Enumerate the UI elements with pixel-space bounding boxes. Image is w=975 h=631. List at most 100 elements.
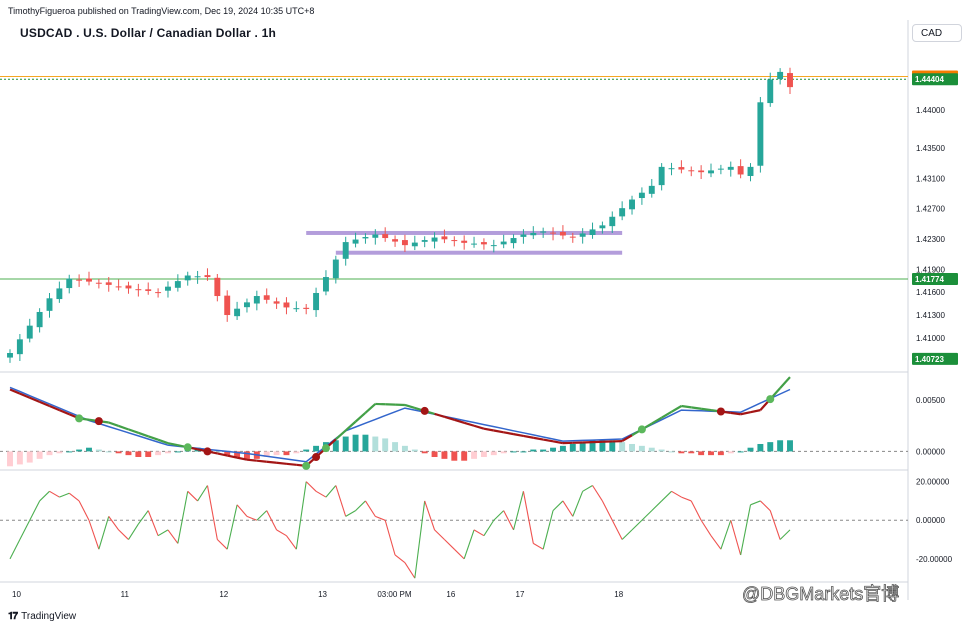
macd-histogram-bar	[283, 451, 290, 456]
macd-slow-segment	[49, 404, 60, 412]
oscillator-panel	[0, 481, 908, 579]
macd-histogram-bar	[698, 451, 705, 456]
macd-slow-segment	[750, 409, 761, 414]
osc-segment	[187, 490, 198, 502]
macd-slow-segment	[354, 411, 367, 423]
candle-body	[184, 275, 191, 281]
candle-body	[155, 292, 162, 294]
osc-segment	[601, 500, 613, 521]
macd-slow-segment	[621, 434, 633, 443]
osc-segment	[769, 510, 781, 540]
macd-cross-dot	[75, 414, 84, 423]
macd-fast-line	[9, 386, 791, 463]
price-badge-label: 1.40723	[915, 355, 944, 364]
macd-histogram-bar	[609, 440, 616, 452]
osc-segment	[592, 485, 603, 502]
time-tick-label: 11	[121, 590, 130, 599]
candle-body	[638, 192, 645, 199]
osc-segment	[305, 481, 317, 492]
candle-body	[510, 238, 517, 244]
candle-body	[145, 289, 152, 291]
osc-segment	[266, 510, 278, 531]
candle-body	[490, 245, 497, 247]
osc-segment	[375, 515, 386, 521]
candle-body	[648, 185, 655, 194]
candle-body	[303, 307, 310, 309]
candle-body	[451, 240, 458, 242]
osc-tick-label: -20.00000	[916, 555, 953, 564]
candle-body	[36, 311, 43, 328]
candle-body	[550, 232, 556, 234]
time-tick-label: 13	[318, 590, 327, 599]
macd-histogram-bar	[648, 447, 655, 452]
candle-body	[253, 296, 260, 304]
macd-slow-segment	[137, 431, 149, 438]
macd-cross-dot	[420, 406, 429, 415]
osc-segment	[671, 490, 682, 498]
candle-body	[95, 282, 102, 284]
osc-segment	[631, 519, 643, 531]
price-badge	[912, 352, 958, 365]
candle-body	[668, 168, 675, 170]
macd-slow-segment	[19, 392, 31, 399]
candle-body	[165, 286, 171, 291]
osc-segment	[236, 504, 248, 517]
price-tick-label: 1.44000	[916, 106, 945, 115]
tradingview-logo[interactable]: 𝟏𝟕 TradingView	[8, 611, 76, 622]
macd-histogram-bar	[293, 451, 300, 454]
price-tick-label: 1.41600	[916, 288, 945, 297]
candle-body	[332, 259, 339, 279]
candle-body	[777, 71, 784, 80]
osc-segment	[59, 492, 70, 498]
candle-body	[372, 234, 379, 238]
osc-segment	[88, 520, 100, 550]
candle-body	[619, 208, 626, 217]
osc-segment	[681, 496, 692, 502]
candle-body	[717, 168, 724, 170]
macd-histogram-bar	[767, 442, 774, 452]
currency-button[interactable]: CAD	[912, 24, 962, 42]
macd-histogram-bar	[658, 449, 665, 452]
macd-histogram-bar	[579, 442, 586, 452]
macd-slow-segment	[364, 403, 377, 414]
osc-segment	[513, 491, 524, 531]
candle-body	[273, 301, 280, 304]
macd-slow-segment	[542, 438, 554, 443]
macd-cross-dot	[321, 444, 330, 453]
osc-segment	[394, 554, 406, 564]
candle-body	[401, 240, 408, 246]
macd-slow-segment	[523, 434, 534, 439]
osc-segment	[533, 542, 544, 550]
macd-histogram-bar	[36, 451, 43, 459]
macd-histogram-bar	[569, 443, 576, 452]
osc-segment	[710, 535, 722, 550]
osc-segment	[582, 485, 593, 492]
macd-slow-segment	[533, 436, 544, 441]
candle-body	[204, 275, 211, 278]
candle-body	[174, 281, 181, 288]
osc-segment	[49, 490, 60, 498]
macd-slow-segment	[740, 411, 751, 416]
osc-segment	[9, 539, 21, 560]
osc-segment	[276, 529, 287, 537]
macd-histogram-bar	[421, 451, 428, 454]
macd-slow-segment	[39, 400, 50, 408]
candle-body	[115, 286, 122, 288]
candle-body	[105, 282, 112, 285]
macd-histogram-bar	[313, 445, 320, 452]
tradingview-logo-text: TradingView	[21, 611, 77, 622]
macd-histogram-bar	[244, 451, 250, 459]
candle-body	[16, 339, 23, 355]
macd-histogram-bar	[66, 451, 73, 453]
osc-tick-label: 20.00000	[916, 478, 950, 487]
candle-body	[411, 242, 418, 247]
candle-body	[352, 239, 359, 244]
osc-segment	[256, 510, 268, 521]
osc-segment	[453, 548, 465, 560]
osc-segment	[651, 500, 663, 511]
macd-slow-segment	[266, 460, 277, 464]
osc-segment	[325, 485, 337, 498]
price-tick-label: 1.43100	[916, 174, 945, 183]
macd-histogram-bar	[224, 451, 231, 456]
